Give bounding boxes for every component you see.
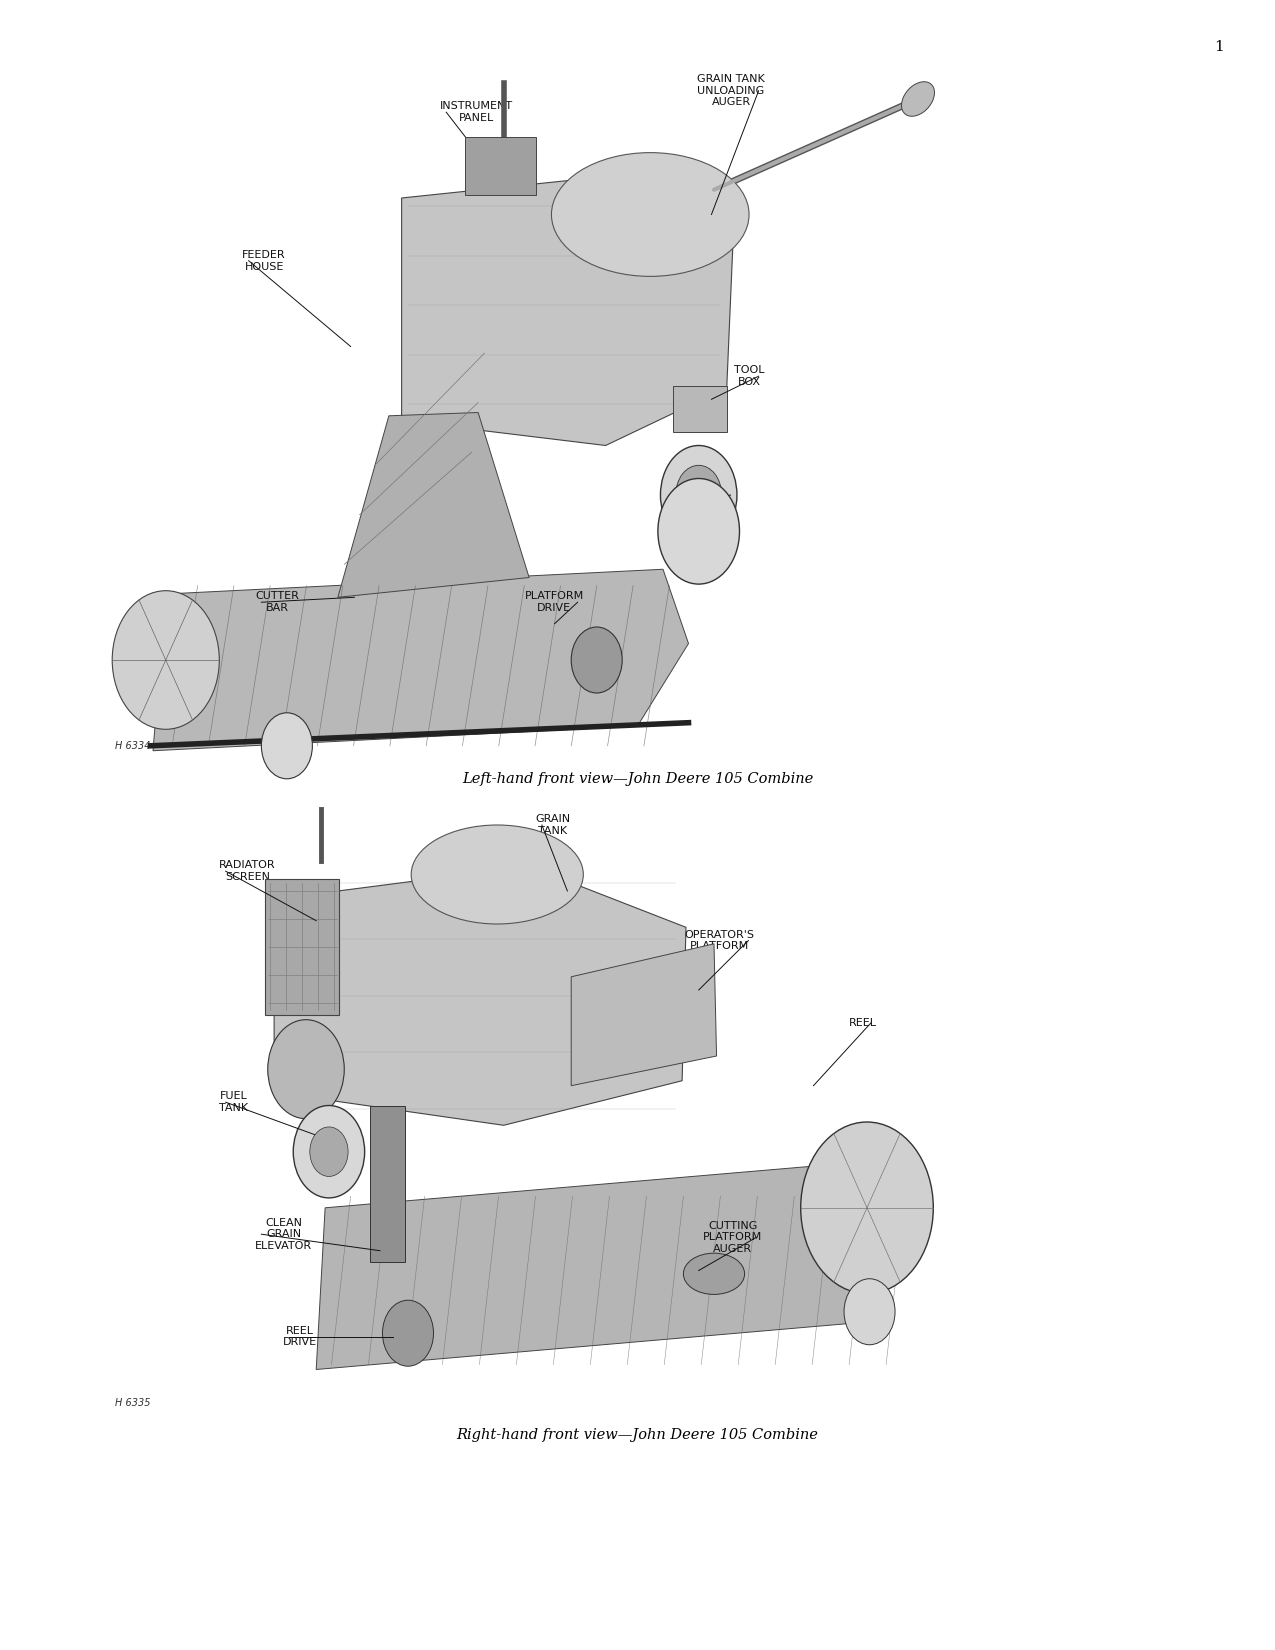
Ellipse shape xyxy=(411,825,583,924)
Text: REEL: REEL xyxy=(849,1018,877,1028)
Polygon shape xyxy=(316,1158,918,1370)
Circle shape xyxy=(658,478,739,584)
Text: TOOL
BOX: TOOL BOX xyxy=(734,365,765,388)
Text: PLATFORM
DRIVE: PLATFORM DRIVE xyxy=(525,591,584,614)
Circle shape xyxy=(660,446,737,544)
Text: CUTTING
PLATFORM
AUGER: CUTTING PLATFORM AUGER xyxy=(704,1221,762,1254)
Circle shape xyxy=(293,1106,365,1198)
Text: INSTRUMENT
PANEL: INSTRUMENT PANEL xyxy=(440,101,513,124)
Circle shape xyxy=(844,1279,895,1345)
Circle shape xyxy=(801,1122,933,1294)
Text: VARIABLE
DRIVE: VARIABLE DRIVE xyxy=(683,483,737,507)
Ellipse shape xyxy=(901,82,935,116)
Circle shape xyxy=(268,1020,344,1119)
FancyBboxPatch shape xyxy=(370,1106,405,1262)
Text: FUEL
TANK: FUEL TANK xyxy=(219,1091,249,1114)
Circle shape xyxy=(571,627,622,693)
Polygon shape xyxy=(274,866,686,1125)
FancyBboxPatch shape xyxy=(265,879,339,1015)
Circle shape xyxy=(112,591,219,729)
Text: H 6334: H 6334 xyxy=(115,741,150,751)
Text: Right-hand front view—John Deere 105 Combine: Right-hand front view—John Deere 105 Com… xyxy=(456,1429,819,1442)
Text: REEL
DRIVE: REEL DRIVE xyxy=(283,1325,317,1348)
Text: CUTTER
BAR: CUTTER BAR xyxy=(255,591,298,614)
Polygon shape xyxy=(402,173,733,446)
Text: CLEAN
GRAIN
ELEVATOR: CLEAN GRAIN ELEVATOR xyxy=(255,1218,312,1251)
Text: OPERATOR'S
PLATFORM: OPERATOR'S PLATFORM xyxy=(685,929,755,952)
Polygon shape xyxy=(338,412,529,597)
Polygon shape xyxy=(571,944,717,1086)
Text: GRAIN
TANK: GRAIN TANK xyxy=(536,813,571,837)
Text: FEEDER
HOUSE: FEEDER HOUSE xyxy=(242,249,286,272)
Circle shape xyxy=(382,1300,434,1366)
Ellipse shape xyxy=(683,1254,745,1294)
Circle shape xyxy=(310,1127,348,1176)
FancyBboxPatch shape xyxy=(673,386,727,432)
Circle shape xyxy=(676,465,722,525)
Text: RADIATOR
SCREEN: RADIATOR SCREEN xyxy=(219,860,275,883)
Text: Left-hand front view—John Deere 105 Combine: Left-hand front view—John Deere 105 Comb… xyxy=(462,772,813,785)
Ellipse shape xyxy=(551,153,750,276)
Text: 1: 1 xyxy=(1214,40,1224,53)
FancyBboxPatch shape xyxy=(465,137,536,195)
Circle shape xyxy=(261,713,312,779)
Text: GRAIN TANK
UNLOADING
AUGER: GRAIN TANK UNLOADING AUGER xyxy=(697,74,765,107)
Polygon shape xyxy=(153,569,688,751)
Text: H 6335: H 6335 xyxy=(115,1398,150,1407)
